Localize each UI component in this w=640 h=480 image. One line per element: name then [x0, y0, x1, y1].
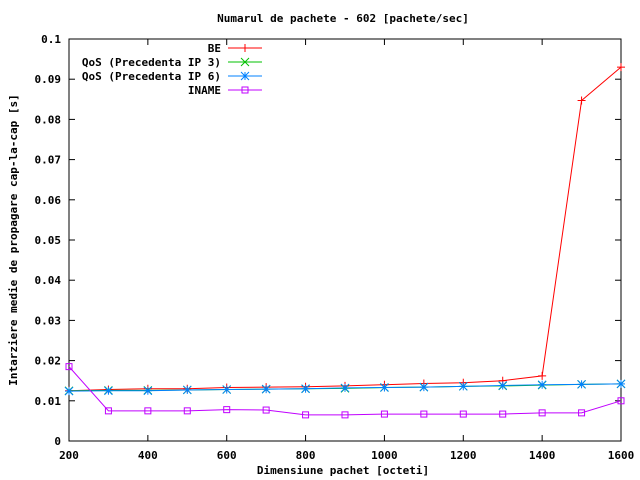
- legend-label: BE: [208, 42, 221, 55]
- series-be: [65, 63, 625, 395]
- point-marker: [143, 386, 153, 396]
- y-tick-label: 0.08: [35, 113, 62, 126]
- point-marker: [64, 386, 74, 396]
- point-marker: [223, 406, 231, 414]
- point-marker: [241, 44, 249, 52]
- y-tick-label: 0.09: [35, 73, 62, 86]
- y-tick-label: 0.04: [35, 274, 62, 287]
- point-marker: [302, 411, 310, 419]
- point-marker: [222, 385, 232, 394]
- point-marker: [498, 381, 508, 390]
- x-tick-label: 800: [296, 449, 316, 462]
- point-marker: [341, 411, 349, 419]
- legend-label: INAME: [188, 84, 221, 97]
- point-marker: [241, 86, 249, 94]
- point-marker: [458, 381, 468, 391]
- point-marker: [459, 410, 467, 418]
- point-marker: [380, 383, 389, 392]
- x-tick-label: 600: [217, 449, 237, 462]
- point-marker: [577, 96, 586, 105]
- series-iname: [65, 363, 625, 419]
- point-marker: [301, 384, 310, 394]
- y-tick-label: 0.1: [41, 33, 61, 46]
- point-marker: [240, 71, 250, 81]
- y-tick-label: 0: [54, 435, 61, 448]
- y-tick-label: 0.02: [35, 355, 62, 368]
- chart-title: Numarul de pachete - 602 [pachete/sec]: [217, 12, 469, 25]
- y-tick-label: 0.01: [35, 395, 62, 408]
- point-marker: [538, 371, 547, 380]
- point-marker: [578, 409, 586, 417]
- y-axis-label: Intarziere medie de propagare cap-la-cap…: [7, 94, 20, 385]
- point-marker: [104, 407, 112, 415]
- point-marker: [420, 410, 428, 418]
- point-marker: [577, 379, 586, 389]
- axes: 200 400 600 800 1000 1200 1400 1600 0 0.01 0.02 0.0…: [35, 33, 635, 462]
- x-axis-label: Dimensiune pachet [octeti]: [257, 464, 429, 477]
- legend-label: QoS (Precedenta IP 3): [82, 56, 221, 69]
- legend-label: QoS (Precedenta IP 6): [82, 70, 221, 83]
- point-marker: [144, 407, 152, 415]
- point-marker: [380, 410, 388, 418]
- point-marker: [65, 363, 73, 371]
- x-tick-label: 1000: [371, 449, 398, 462]
- plot-series: [64, 63, 626, 419]
- point-marker: [538, 409, 546, 417]
- x-tick-label: 1200: [450, 449, 477, 462]
- x-tick-label: 1600: [608, 449, 635, 462]
- point-marker: [183, 407, 191, 415]
- series-qos-precedenta-ip-6-: [64, 379, 626, 396]
- x-tick-label: 1400: [529, 449, 556, 462]
- y-tick-label: 0.07: [35, 154, 62, 167]
- point-marker: [617, 63, 625, 72]
- y-tick-label: 0.03: [35, 314, 62, 327]
- x-tick-label: 200: [59, 449, 79, 462]
- point-marker: [182, 385, 192, 395]
- x-tick-label: 400: [138, 449, 158, 462]
- series-line: [68, 366, 622, 416]
- y-tick-label: 0.05: [35, 234, 62, 247]
- point-marker: [499, 410, 507, 418]
- point-marker: [262, 406, 270, 414]
- y-tick-label: 0.06: [35, 194, 62, 207]
- series-line: [68, 66, 622, 392]
- point-marker: [537, 380, 547, 390]
- point-marker: [616, 379, 626, 389]
- point-marker: [261, 384, 271, 394]
- point-marker: [340, 383, 350, 393]
- point-marker: [419, 382, 429, 392]
- point-marker: [240, 57, 250, 67]
- point-marker: [104, 386, 113, 396]
- point-marker: [617, 397, 625, 405]
